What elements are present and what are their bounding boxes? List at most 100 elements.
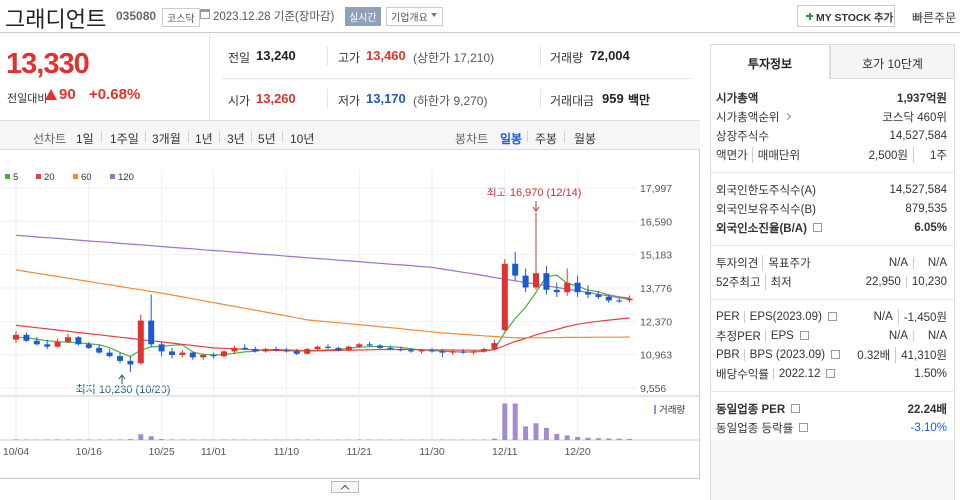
chart: 최고 16,970 (12/14) 최저 10,230 (10/20) 17,9… [0,150,700,480]
info-value: N/A [913,256,947,269]
volume-bar [543,427,549,440]
volume-bar [148,436,154,440]
info-values: 14,527,584 [889,130,947,142]
candle-body [387,347,394,350]
info-label: 시가총액 [716,92,759,105]
mystock-button[interactable]: MY STOCK 추가 [797,5,895,27]
period-button[interactable]: 10년 [290,132,315,146]
candle-chart-button[interactable]: 봉차트 [455,132,489,146]
candle-body [585,292,591,295]
x-tick-label: 11/01 [201,446,227,458]
candle-body [44,344,51,347]
field-label: 거래량 [550,51,584,65]
candle-body [574,282,581,293]
dropdown-caret [431,13,437,20]
candle-body [605,296,612,301]
volume-bar [502,403,508,440]
candle-period-button[interactable]: 주봉 [535,132,558,146]
divider [540,89,541,109]
candle-body [169,351,175,355]
tab-active[interactable]: 투자정보 [710,44,830,79]
info-label: 외국인보유주식수(B) [716,203,816,216]
divider [0,32,960,33]
info-values: 22.24배 [908,401,947,417]
separator [564,131,565,142]
info-labels: 시가총액 [716,90,758,106]
candle-body [491,343,498,350]
candle-body [595,294,602,297]
info-value: 41,310원 [895,346,947,363]
info-labels: 추정PER EPS [716,328,809,344]
tab[interactable]: 호가 10단계 [830,44,955,79]
field-value: 72,004 [590,48,630,63]
info-label: 외국인소진율(B/A) [716,222,807,235]
separator [219,131,220,142]
field-value: 959 [602,91,624,106]
low-arrow [118,374,126,384]
plus-icon [808,12,811,20]
candle-body [96,347,103,353]
candle-body [564,282,571,293]
high-arrow [532,201,540,212]
period-button[interactable]: 1주일 [110,132,139,146]
help-icon [812,223,822,232]
candle-body [408,350,415,352]
candle-body [200,354,207,358]
info-values: 879,535 [905,203,947,215]
candle-body [501,263,508,331]
period-button[interactable]: 3개월 [152,132,181,146]
field-label: 거래대금 [550,94,595,108]
info-value: 22.24배 [907,403,947,416]
volume-bar [595,438,601,440]
info-labels: 외국인소진율(B/A) [716,220,822,236]
info-label: 외국인한도주식수(A) [716,184,816,197]
volume-bar [13,439,19,440]
period-button[interactable]: 1년 [195,132,213,146]
info-values: 22,950 10,230 [865,275,947,288]
candle-body [543,273,550,290]
candle-body [210,354,217,357]
market-badge: 코스닥 [162,8,200,27]
candle-period-button[interactable]: 일봉 [500,132,523,146]
x-tick-label: 10/16 [76,446,102,458]
quick-order[interactable]: 빠른주문 [912,11,957,25]
info-label: 최저 [764,273,792,290]
help-icon [799,423,809,432]
x-tick-label: 11/21 [346,446,372,458]
period-button[interactable]: 3년 [227,132,245,146]
company-button[interactable]: 기업개요 [386,7,443,26]
info-value: N/A [873,310,893,323]
period-button[interactable]: 5년 [258,132,276,146]
info-labels: 상장주식수 [716,128,769,144]
info-labels: 동일업종 등락률 [716,420,809,436]
divider [0,478,700,479]
candle-body [616,300,623,302]
divider [209,34,210,120]
info-labels: 투자의견 목표주가 [716,254,811,271]
info-value: 22,950 [865,275,901,288]
info-label: 배당수익률 [716,368,769,381]
candle-body [65,337,71,342]
info-values: N/A N/A [889,256,947,269]
toggle-button[interactable] [331,481,359,493]
candle-body [33,340,40,345]
candle-body [460,351,467,353]
line-chart-button[interactable]: 선차트 [33,132,67,146]
moving-average [15,317,630,352]
candle-body [626,298,633,301]
realtime-badge[interactable]: 실시간 [345,7,381,26]
candle-body [377,345,383,348]
candle-body [356,344,363,347]
period-button[interactable]: 1일 [76,132,94,146]
info-values: -3.10% [911,422,947,434]
info-value: 1주 [913,146,947,163]
candle-body [273,349,279,351]
divider [327,89,328,109]
change: 90 [59,86,76,103]
y-tick-label: 16,590 [640,216,672,228]
info-labels: 52주최고 최저 [716,273,792,290]
info-label: 추정PER [716,330,761,343]
candle-period-button[interactable]: 월봉 [574,132,597,146]
high-annotation: 최고 16,970 (12/14) [487,186,582,199]
info-label: 2022.12 [772,367,820,380]
